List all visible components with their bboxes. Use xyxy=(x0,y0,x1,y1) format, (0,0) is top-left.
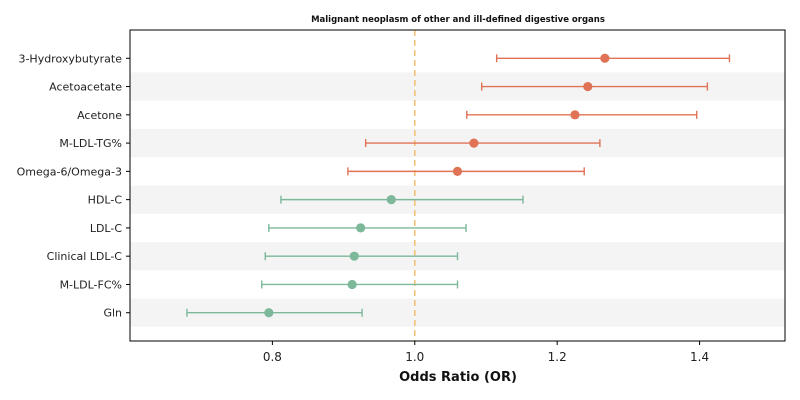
or-point xyxy=(452,166,463,176)
x-tick-label: 1.4 xyxy=(690,350,709,364)
y-tick-label: Acetone xyxy=(77,109,122,122)
or-point xyxy=(570,110,580,120)
or-point xyxy=(583,81,593,92)
y-tick-label: HDL-C xyxy=(88,194,123,207)
y-tick-label: Clinical LDL-C xyxy=(47,250,123,263)
y-tick-label: 3-Hydroxybutyrate xyxy=(18,52,122,65)
x-tick-label: 1.0 xyxy=(405,350,424,364)
errorbars-layer xyxy=(186,54,731,317)
or-point xyxy=(264,308,274,318)
y-tick-label: Acetoacetate xyxy=(49,81,122,94)
plot-frame xyxy=(129,29,786,342)
axes-layer xyxy=(129,29,786,342)
x-tick-label: 1.2 xyxy=(548,350,567,364)
x-tick-label: 0.8 xyxy=(263,350,282,364)
points-layer xyxy=(264,53,610,318)
y-tick-label: M-LDL-FC% xyxy=(60,278,122,291)
or-point xyxy=(356,223,366,233)
or-point xyxy=(386,195,396,205)
x-axis-label: Odds Ratio (OR) xyxy=(399,370,517,385)
or-point xyxy=(469,138,479,148)
or-point xyxy=(600,53,610,63)
y-tick-label: Omega-6/Omega-3 xyxy=(17,165,122,178)
or-point xyxy=(347,279,357,290)
y-tick-label: LDL-C xyxy=(90,222,123,235)
y-tick-label: M-LDL-TG% xyxy=(59,137,122,150)
xticks-layer: 0.8 1.0 1.2 1.4 xyxy=(263,341,709,364)
y-tick-label: Gln xyxy=(103,307,122,320)
chart-title: Malignant neoplasm of other and ill-defi… xyxy=(311,15,605,25)
or-point xyxy=(349,251,359,261)
yticks-layer: 3-Hydroxybutyrate Acetoacetate Acetone M-LD… xyxy=(17,52,130,320)
